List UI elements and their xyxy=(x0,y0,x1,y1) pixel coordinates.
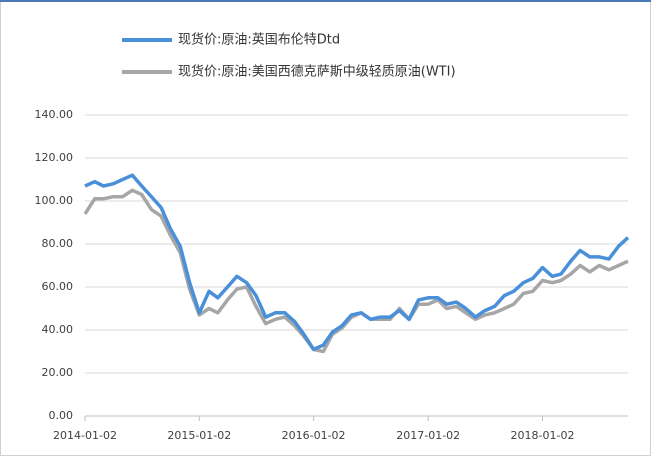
y-tick-label: 20.00 xyxy=(42,366,74,379)
y-tick-label: 100.00 xyxy=(35,194,74,207)
legend-label: 现货价:原油:美国西德克萨斯中级轻质原油(WTI) xyxy=(178,64,456,80)
y-tick-label: 80.00 xyxy=(42,237,74,250)
x-tick-label: 2016-01-02 xyxy=(282,429,346,442)
x-tick-label: 2015-01-02 xyxy=(167,429,231,442)
legend: 现货价:原油:英国布伦特Dtd 现货价:原油:美国西德克萨斯中级轻质原油(WTI) xyxy=(122,32,456,80)
series-line xyxy=(84,173,630,352)
y-tick-label: 120.00 xyxy=(35,151,74,164)
x-tick-label: 2017-01-02 xyxy=(396,429,460,442)
y-tick-label: 60.00 xyxy=(42,280,74,293)
y-tick-label: 140.00 xyxy=(35,108,74,121)
legend-label: 现货价:原油:英国布伦特Dtd xyxy=(178,32,340,48)
y-tick-label: 40.00 xyxy=(42,323,74,336)
x-tick-label: 2018-01-02 xyxy=(511,429,575,442)
y-tick-label: 0.00 xyxy=(49,409,74,422)
x-tick-label: 2014-01-02 xyxy=(53,429,117,442)
